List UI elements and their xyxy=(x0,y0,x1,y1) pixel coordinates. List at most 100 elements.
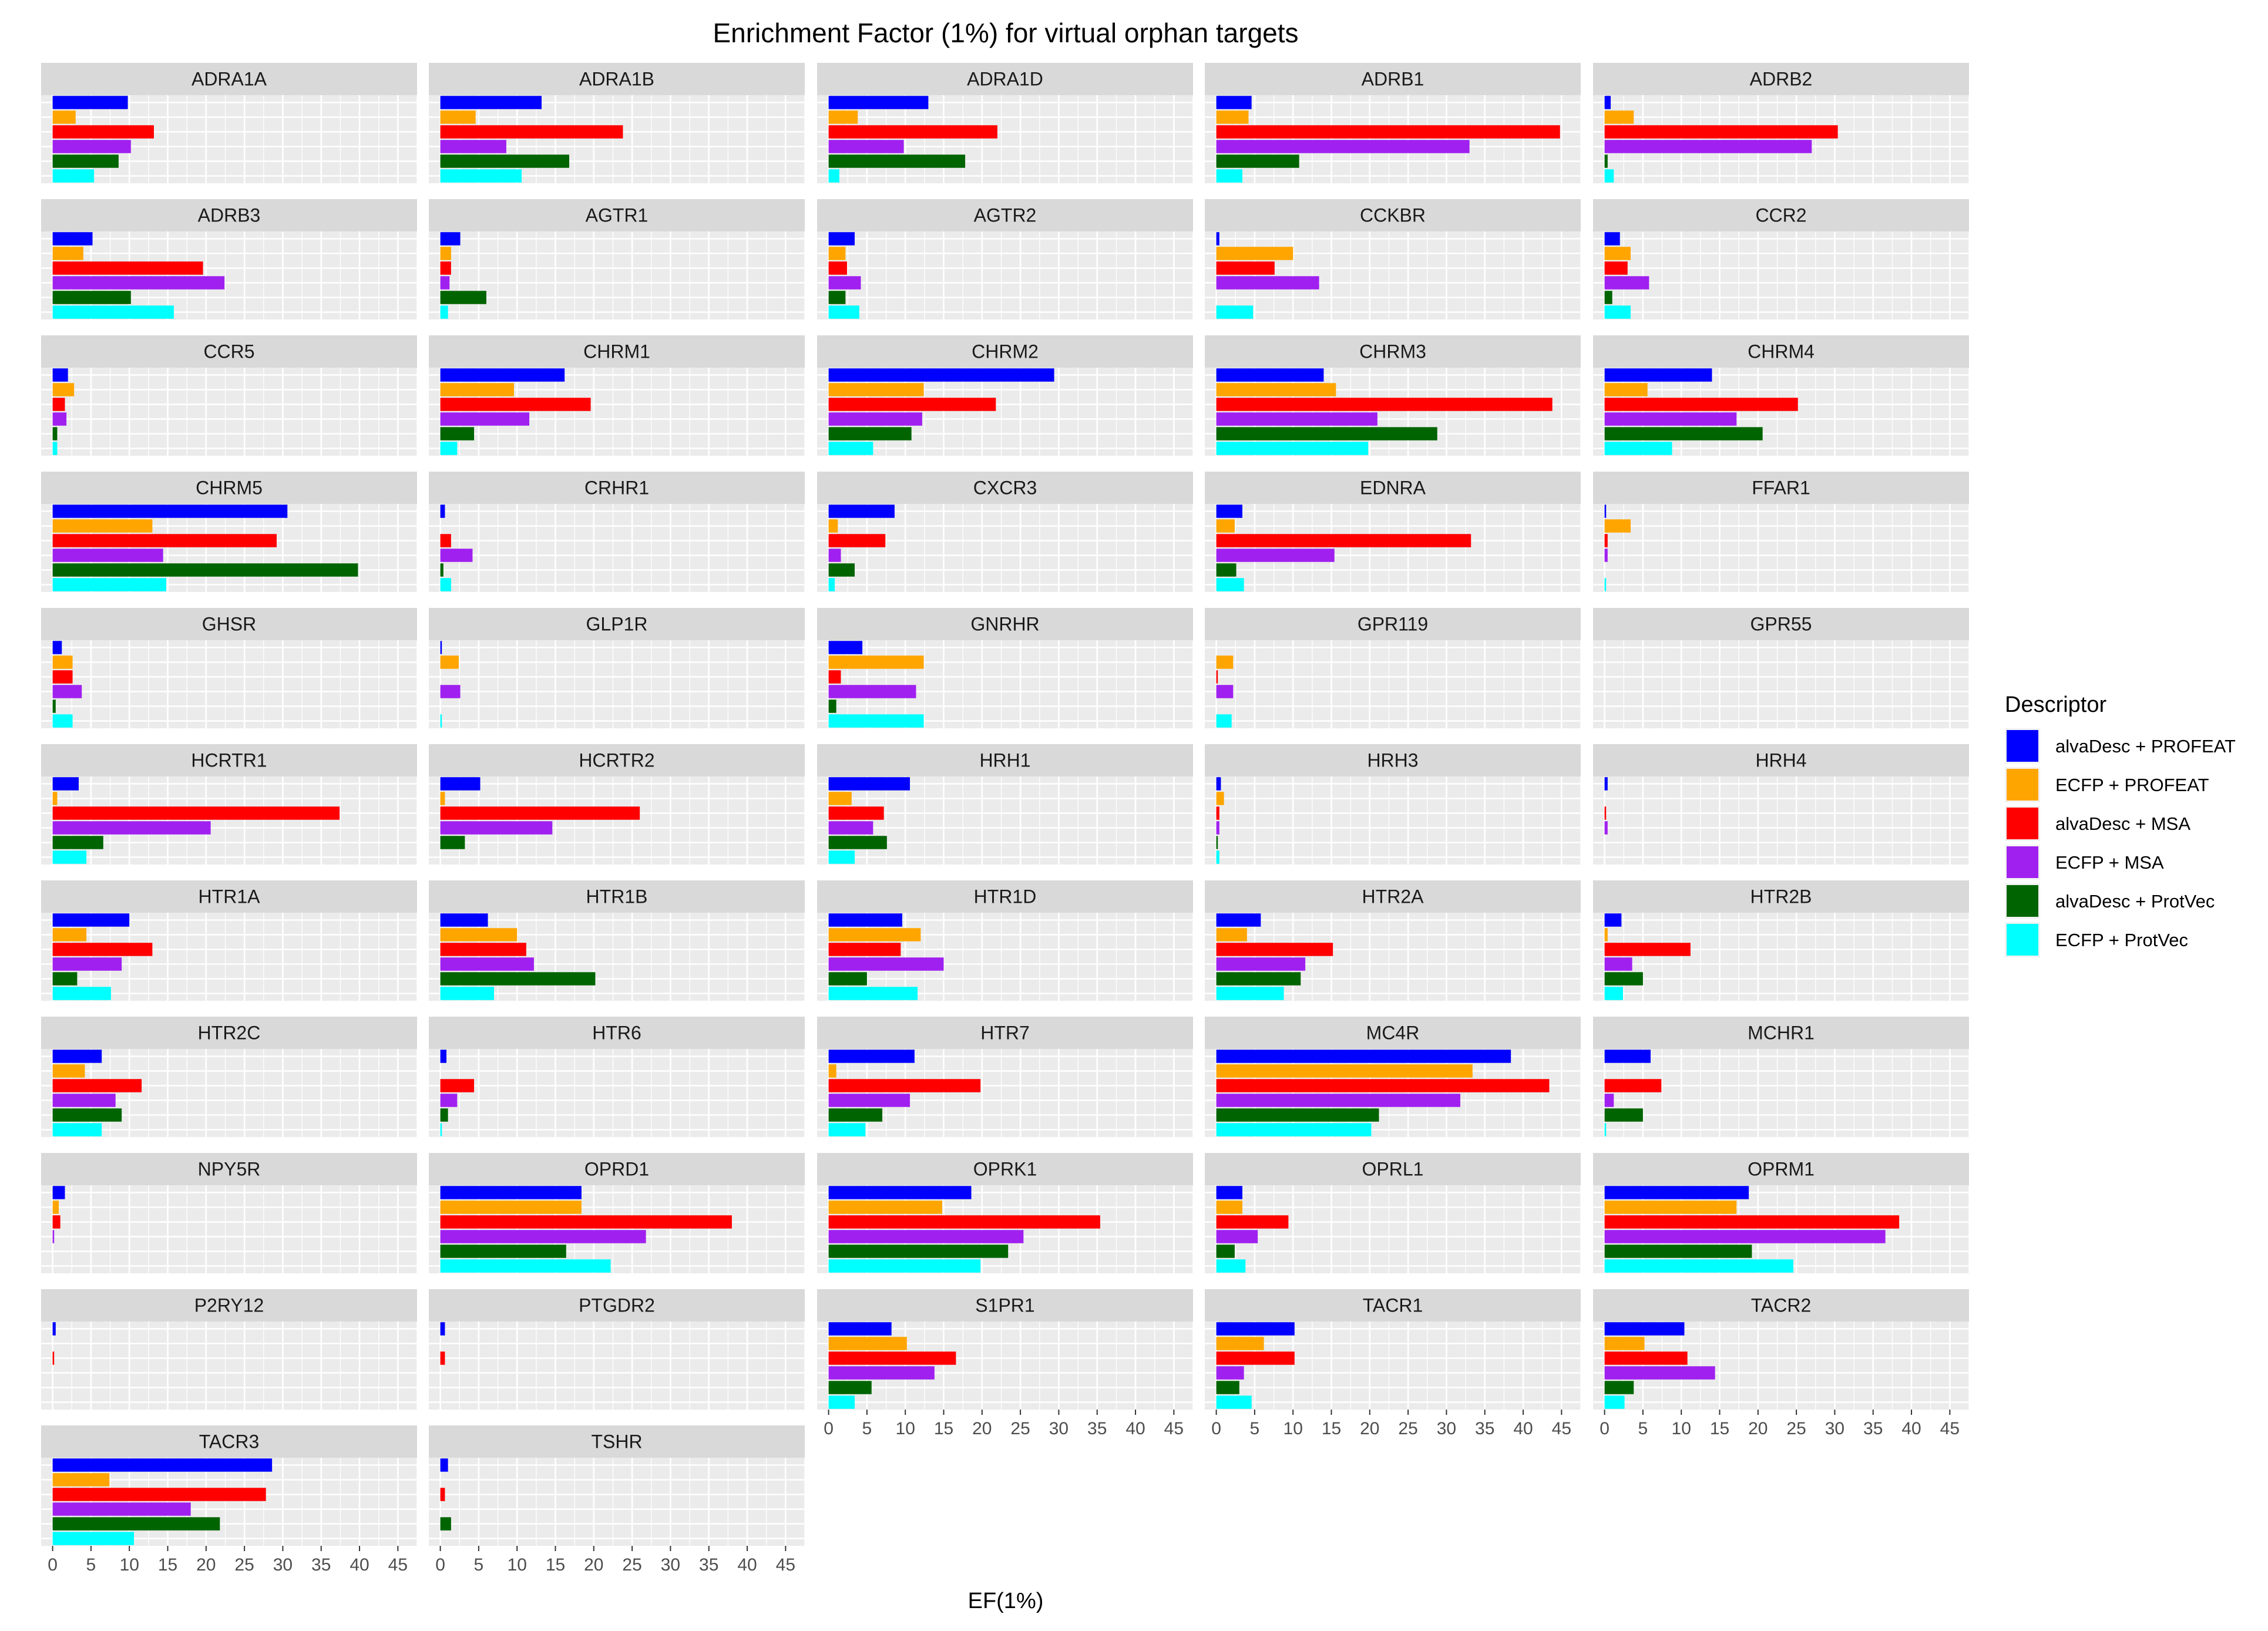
bar-gnrhr-ecfp-profeat xyxy=(828,655,924,669)
bar-hrh3-alvadesc-profeat xyxy=(1216,777,1221,791)
facet-strip xyxy=(817,744,1193,776)
bar-hcrtr2-ecfp-profeat xyxy=(440,792,445,805)
facet-hcrtr2: HCRTR2 xyxy=(429,744,805,865)
facet-panel xyxy=(429,640,805,728)
bar-ghsr-ecfp-msa xyxy=(52,685,82,698)
facet-strip xyxy=(429,63,805,95)
facet-strip-label: HTR2B xyxy=(1750,886,1812,907)
bar-chrm5-alvadesc-profeat xyxy=(52,505,288,518)
bar-gpr119-ecfp-profeat xyxy=(1216,655,1234,669)
legend-key-swatch xyxy=(2007,808,2038,839)
facet-strip xyxy=(1205,880,1581,913)
bar-chrm2-alvadesc-msa xyxy=(828,398,996,411)
bar-chrm4-alvadesc-profeat xyxy=(1604,368,1712,382)
x-tick-label: 40 xyxy=(737,1555,757,1575)
bar-chrm4-alvadesc-protvec xyxy=(1604,427,1763,440)
facet-strip xyxy=(817,335,1193,368)
bar-oprm1-ecfp-profeat xyxy=(1604,1200,1737,1214)
facets-layer: ADRA1A ADRA1B ADRA1D ADRB1 ADRB2 ADRB3 AGTR1 AG… xyxy=(41,63,1970,1546)
bar-ednra-ecfp-profeat xyxy=(1216,519,1235,533)
bar-adra1d-alvadesc-profeat xyxy=(828,96,929,109)
facet-strip xyxy=(1205,1289,1581,1321)
bar-htr2a-alvadesc-profeat xyxy=(1216,913,1261,927)
facet-chrm3: CHRM3 xyxy=(1205,335,1581,456)
legend-item-ecfp-protvec: ECFP + ProtVec xyxy=(2005,922,2188,957)
bar-oprm1-ecfp-msa xyxy=(1604,1230,1886,1243)
facet-strip-label: HTR1B xyxy=(586,886,648,907)
facet-strip xyxy=(817,199,1193,231)
bar-mc4r-alvadesc-profeat xyxy=(1216,1050,1511,1063)
x-tick-label: 15 xyxy=(158,1555,177,1575)
x-tick-label: 35 xyxy=(1475,1419,1494,1438)
bar-htr6-ecfp-protvec xyxy=(440,1123,442,1136)
bar-mchr1-ecfp-protvec xyxy=(1604,1123,1607,1136)
bar-chrm2-alvadesc-protvec xyxy=(828,427,912,440)
facet-panel xyxy=(817,913,1193,1001)
x-tick-label: 15 xyxy=(546,1555,565,1575)
facet-panel xyxy=(817,231,1193,320)
facet-strip xyxy=(817,1153,1193,1185)
facet-strip xyxy=(429,608,805,640)
x-tick-label: 45 xyxy=(776,1555,795,1575)
bar-adrb1-alvadesc-protvec xyxy=(1216,154,1299,168)
bar-cxcr3-alvadesc-msa xyxy=(828,534,886,547)
facet-panel xyxy=(41,1321,417,1410)
facet-strip-label: GNRHR xyxy=(970,614,1039,635)
x-tick-label: 40 xyxy=(350,1555,369,1575)
facet-strip xyxy=(1593,880,1969,913)
bar-ghsr-ecfp-profeat xyxy=(52,655,73,669)
bar-hrh4-alvadesc-profeat xyxy=(1604,777,1608,791)
bar-oprm1-alvadesc-profeat xyxy=(1604,1186,1749,1199)
x-tick-label: 0 xyxy=(1211,1419,1221,1438)
bar-ghsr-alvadesc-msa xyxy=(52,670,73,684)
bar-adra1a-alvadesc-profeat xyxy=(52,96,128,109)
bar-npy5r-ecfp-profeat xyxy=(52,1200,59,1214)
bar-agtr2-ecfp-protvec xyxy=(828,305,859,319)
bar-htr1a-ecfp-protvec xyxy=(52,987,111,1000)
bar-oprk1-ecfp-protvec xyxy=(828,1259,981,1273)
facet-strip xyxy=(41,472,417,504)
facet-strip xyxy=(1593,1289,1969,1321)
legend-label: ECFP + PROFEAT xyxy=(2055,775,2209,795)
bar-gpr119-ecfp-msa xyxy=(1216,685,1234,698)
facet-htr6: HTR6 xyxy=(429,1017,805,1137)
facet-hrh4: HRH4 xyxy=(1593,744,1970,865)
bar-ccr2-ecfp-profeat xyxy=(1604,247,1631,260)
facet-panel xyxy=(1593,776,1969,865)
facet-strip-label: ADRB1 xyxy=(1362,69,1424,90)
bar-agtr2-alvadesc-profeat xyxy=(828,232,855,246)
bar-oprk1-ecfp-msa xyxy=(828,1230,1024,1243)
bar-oprk1-alvadesc-msa xyxy=(828,1215,1100,1229)
bar-htr7-alvadesc-msa xyxy=(828,1079,981,1092)
facet-strip xyxy=(1205,199,1581,231)
bar-agtr2-ecfp-profeat xyxy=(828,247,846,260)
facet-strip-label: TSHR xyxy=(591,1431,642,1452)
bar-chrm5-ecfp-msa xyxy=(52,549,163,562)
facet-panel xyxy=(1593,231,1969,320)
bar-agtr1-ecfp-msa xyxy=(440,276,450,290)
x-tick-label: 40 xyxy=(1901,1419,1921,1438)
bar-crhr1-alvadesc-profeat xyxy=(440,505,445,518)
facet-oprl1: OPRL1 xyxy=(1205,1153,1581,1273)
bar-gnrhr-ecfp-msa xyxy=(828,685,916,698)
bar-hrh3-alvadesc-msa xyxy=(1216,806,1219,820)
facet-strip-label: NPY5R xyxy=(198,1159,261,1180)
bar-htr2b-alvadesc-profeat xyxy=(1604,913,1622,927)
facet-strip xyxy=(1593,608,1969,640)
facet-strip-label: GHSR xyxy=(202,614,256,635)
bar-adra1d-ecfp-protvec xyxy=(828,169,839,183)
bar-ccr2-ecfp-protvec xyxy=(1604,305,1631,319)
bar-htr2b-ecfp-protvec xyxy=(1604,987,1623,1000)
bar-adrb3-alvadesc-msa xyxy=(52,261,203,275)
bar-hcrtr1-ecfp-protvec xyxy=(52,850,87,864)
facet-panel xyxy=(41,368,417,456)
bar-adrb2-ecfp-msa xyxy=(1604,140,1812,153)
bar-htr1b-alvadesc-msa xyxy=(440,943,526,956)
facet-strip xyxy=(1593,63,1969,95)
facet-panel xyxy=(1205,1321,1581,1410)
facet-strip-label: PTGDR2 xyxy=(579,1295,655,1316)
facet-strip xyxy=(41,744,417,776)
facet-panel xyxy=(429,368,805,456)
facet-strip-label: TACR1 xyxy=(1363,1295,1423,1316)
bar-mc4r-alvadesc-msa xyxy=(1216,1079,1550,1092)
